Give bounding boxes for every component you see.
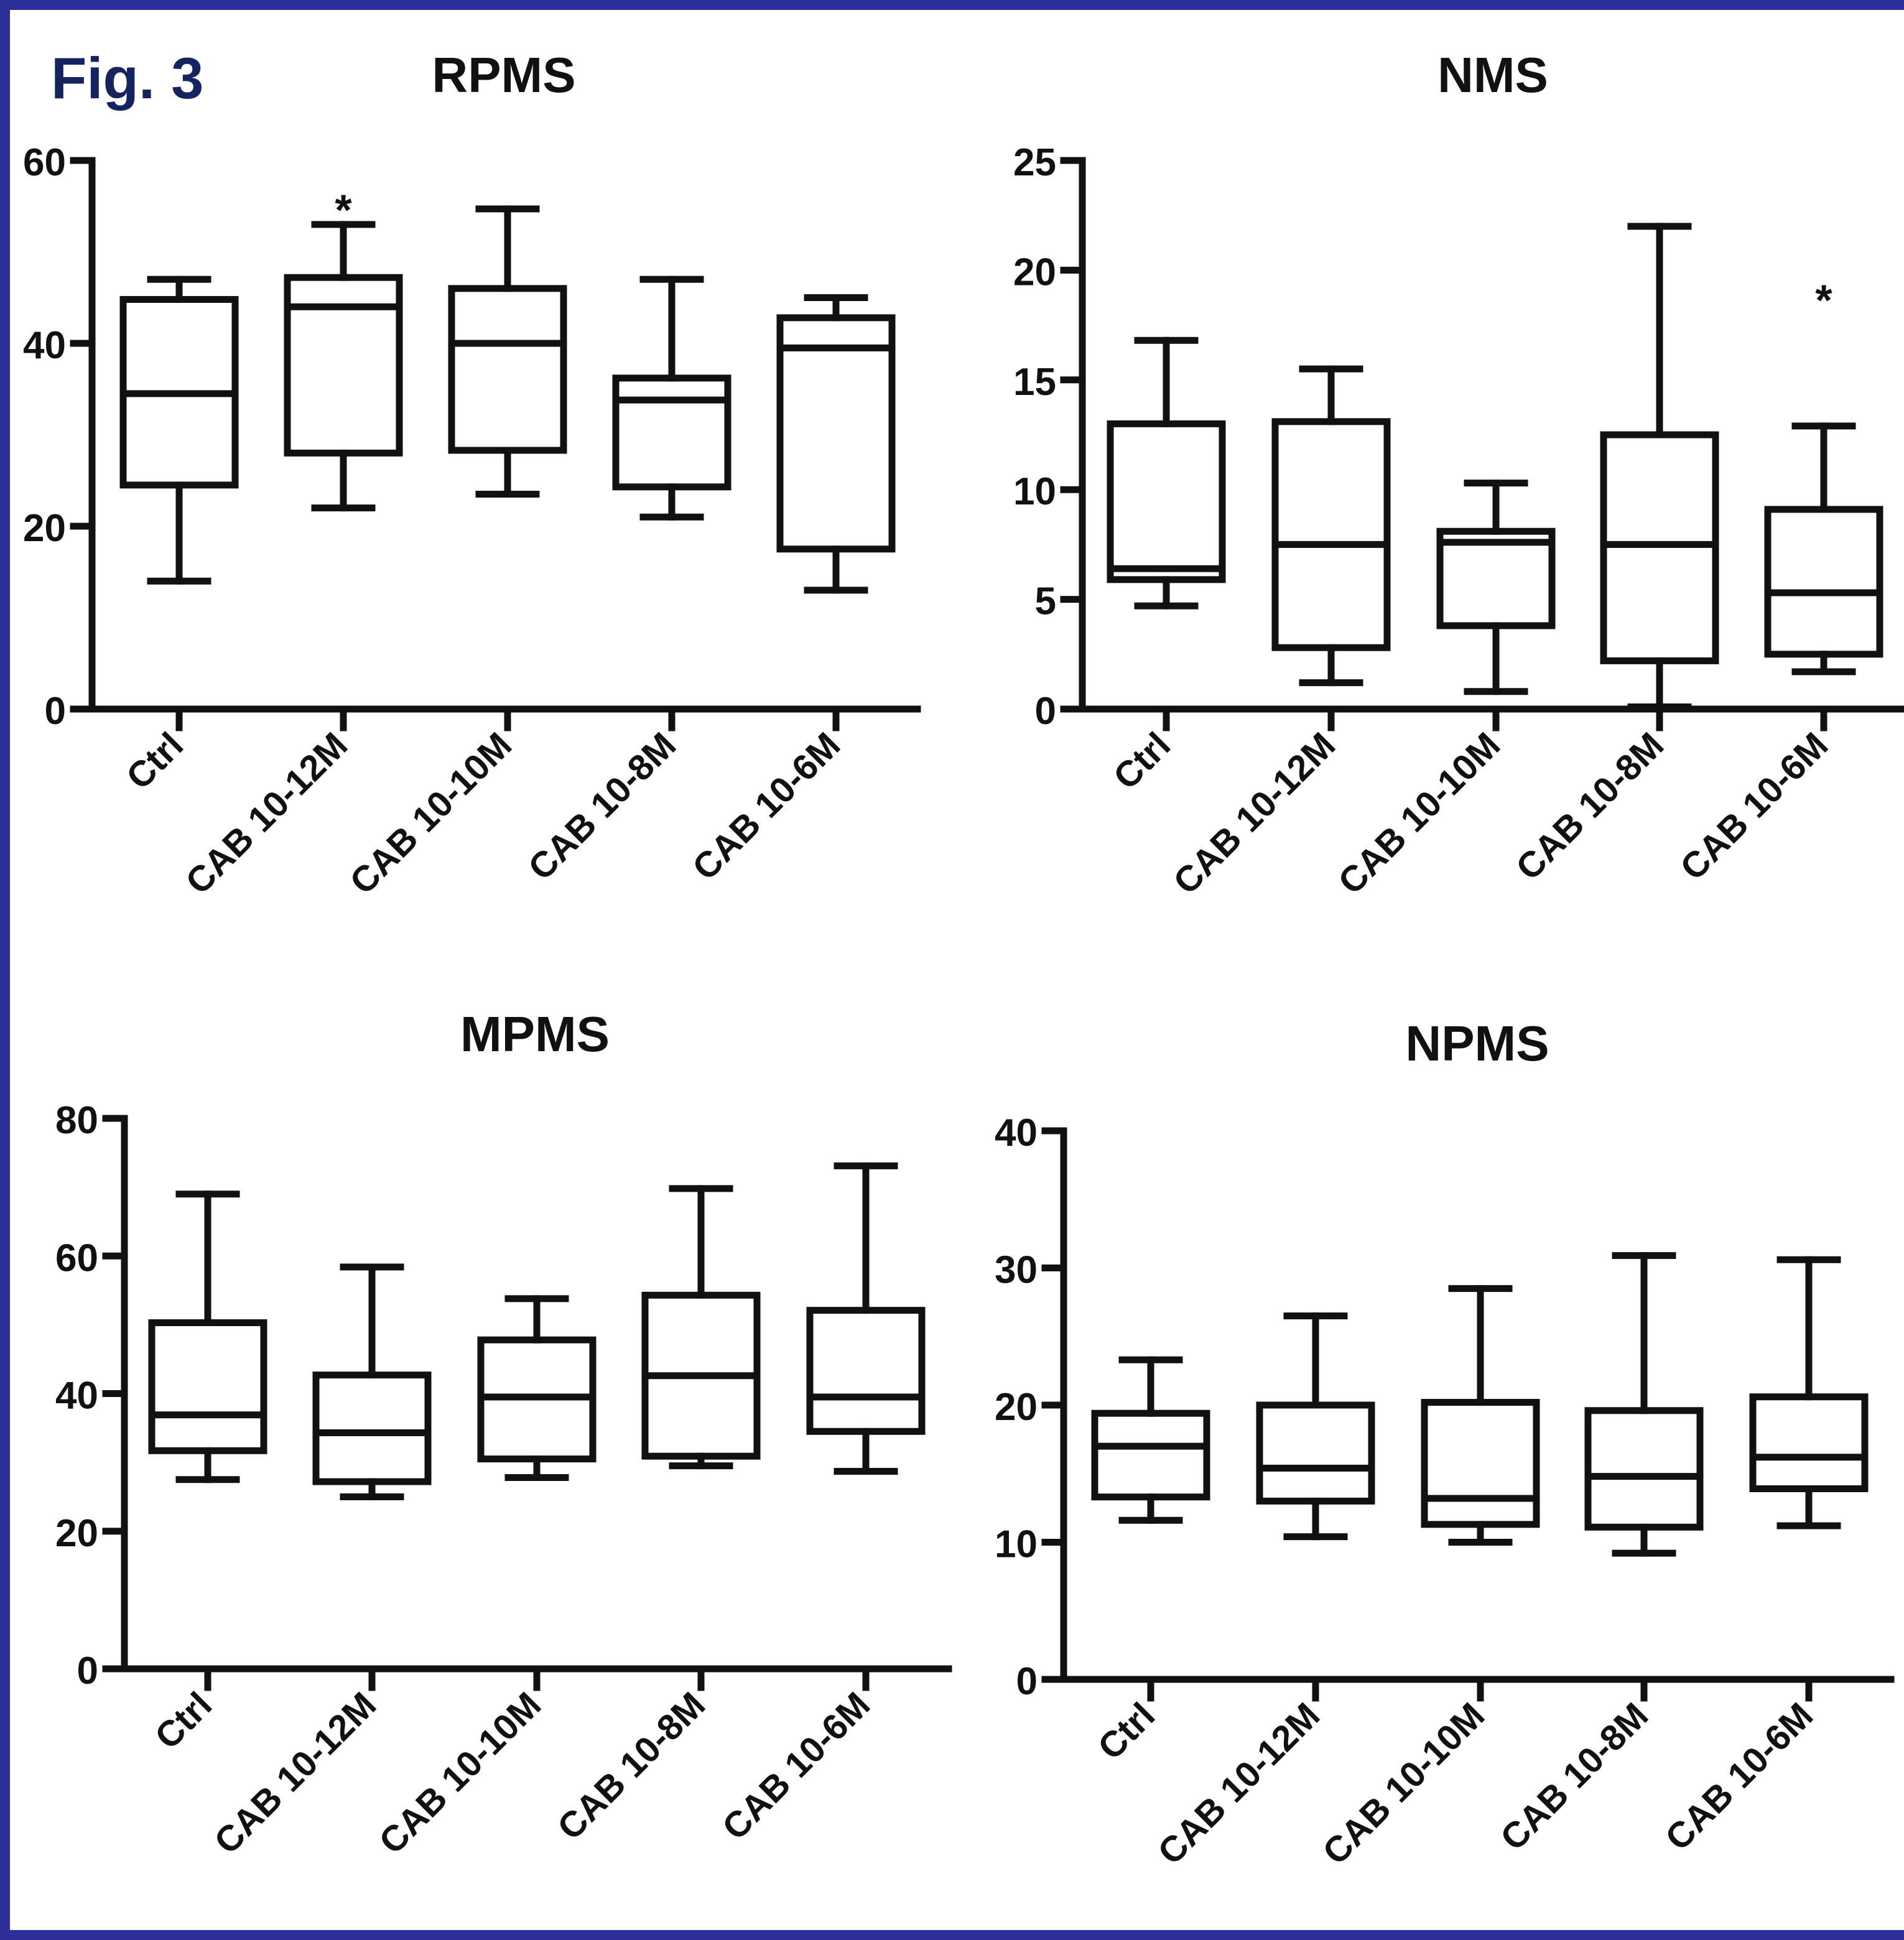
x-tick-label: Ctrl <box>1106 725 1179 797</box>
x-tick-label: CAB 10-12M <box>1166 725 1343 902</box>
y-tick-label: 10 <box>1013 470 1056 513</box>
y-tick-label: 10 <box>995 1523 1038 1566</box>
x-tick-label: CAB 10-10M <box>371 1684 549 1862</box>
box-3 <box>1600 223 1719 710</box>
chart-title: MPMS <box>460 1006 610 1062</box>
iqr-box <box>312 1371 432 1485</box>
y-tick-label: 20 <box>23 507 66 550</box>
chart-title: RPMS <box>432 47 575 103</box>
box-1 <box>284 221 403 512</box>
iqr-box <box>448 285 567 454</box>
significance-marker: * <box>1815 276 1832 325</box>
x-tick-label: Ctrl <box>1090 1695 1163 1768</box>
iqr-box <box>1091 1409 1210 1501</box>
y-tick-label: 20 <box>55 1512 98 1555</box>
iqr-box <box>284 274 403 457</box>
y-tick-label: 40 <box>23 324 66 367</box>
x-tick-label: CAB 10-10M <box>1315 1695 1492 1872</box>
box-0 <box>119 276 239 585</box>
y-tick-label: 20 <box>1013 251 1056 294</box>
iqr-box <box>1421 1399 1540 1528</box>
box-1 <box>312 1263 432 1500</box>
iqr-box <box>148 1319 267 1454</box>
box-2 <box>1421 1285 1540 1546</box>
iqr-box <box>1749 1393 1869 1493</box>
iqr-box <box>612 374 731 491</box>
box-2 <box>477 1295 597 1481</box>
figure-label: Fig. 3 <box>51 45 204 111</box>
y-tick-label: 0 <box>45 690 66 733</box>
x-tick-label: Ctrl <box>147 1684 220 1757</box>
iqr-box <box>1764 506 1883 658</box>
chart-title: NMS <box>1437 47 1548 103</box>
y-tick-label: 30 <box>995 1249 1038 1292</box>
y-tick-label: 40 <box>995 1112 1038 1154</box>
box-2 <box>1436 480 1556 695</box>
y-tick-label: 0 <box>1035 690 1056 733</box>
x-tick-label: CAB 10-8M <box>1493 1695 1656 1858</box>
iqr-box <box>1436 527 1556 629</box>
y-tick-label: 0 <box>1016 1660 1038 1703</box>
x-tick-label: CAB 10-8M <box>550 1684 713 1847</box>
box-1 <box>1271 365 1391 687</box>
box-0 <box>148 1190 267 1483</box>
x-tick-label: CAB 10-10M <box>1330 725 1508 902</box>
box-4 <box>1764 422 1883 675</box>
y-tick-label: 0 <box>77 1650 98 1692</box>
box-3 <box>1584 1252 1704 1557</box>
iqr-box <box>776 314 896 553</box>
box-4 <box>1749 1256 1869 1529</box>
box-4 <box>806 1162 926 1475</box>
y-tick-label: 20 <box>995 1386 1038 1429</box>
box-3 <box>612 276 731 521</box>
box-4 <box>776 294 896 594</box>
x-tick-label: CAB 10-10M <box>342 725 519 902</box>
box-0 <box>1107 336 1226 610</box>
box-2 <box>448 205 567 498</box>
y-tick-label: 80 <box>55 1099 98 1142</box>
x-tick-label: CAB 10-12M <box>207 1684 384 1862</box>
iqr-box <box>806 1307 926 1435</box>
box-0 <box>1091 1356 1210 1524</box>
x-tick-label: CAB 10-6M <box>685 725 848 888</box>
x-tick-label: CAB 10-8M <box>521 725 684 888</box>
y-tick-label: 25 <box>1013 141 1056 184</box>
y-tick-label: 15 <box>1013 361 1056 404</box>
x-tick-label: CAB 10-6M <box>1658 1695 1821 1858</box>
chart-title: NPMS <box>1405 1016 1549 1071</box>
y-tick-label: 60 <box>23 141 66 184</box>
x-tick-label: CAB 10-6M <box>715 1684 878 1847</box>
x-tick-label: CAB 10-12M <box>178 725 355 902</box>
y-tick-label: 40 <box>55 1375 98 1418</box>
y-tick-label: 60 <box>55 1237 98 1279</box>
iqr-box <box>1271 418 1391 651</box>
iqr-box <box>1256 1401 1375 1505</box>
significance-marker: * <box>335 186 352 234</box>
y-tick-label: 5 <box>1035 580 1056 623</box>
iqr-box <box>1107 420 1226 583</box>
box-3 <box>641 1185 761 1470</box>
box-1 <box>1256 1312 1375 1541</box>
iqr-box <box>1584 1407 1704 1531</box>
x-tick-label: Ctrl <box>119 725 192 797</box>
x-tick-label: CAB 10-12M <box>1150 1695 1327 1872</box>
x-tick-label: CAB 10-8M <box>1508 725 1671 888</box>
x-tick-label: CAB 10-6M <box>1673 725 1836 888</box>
